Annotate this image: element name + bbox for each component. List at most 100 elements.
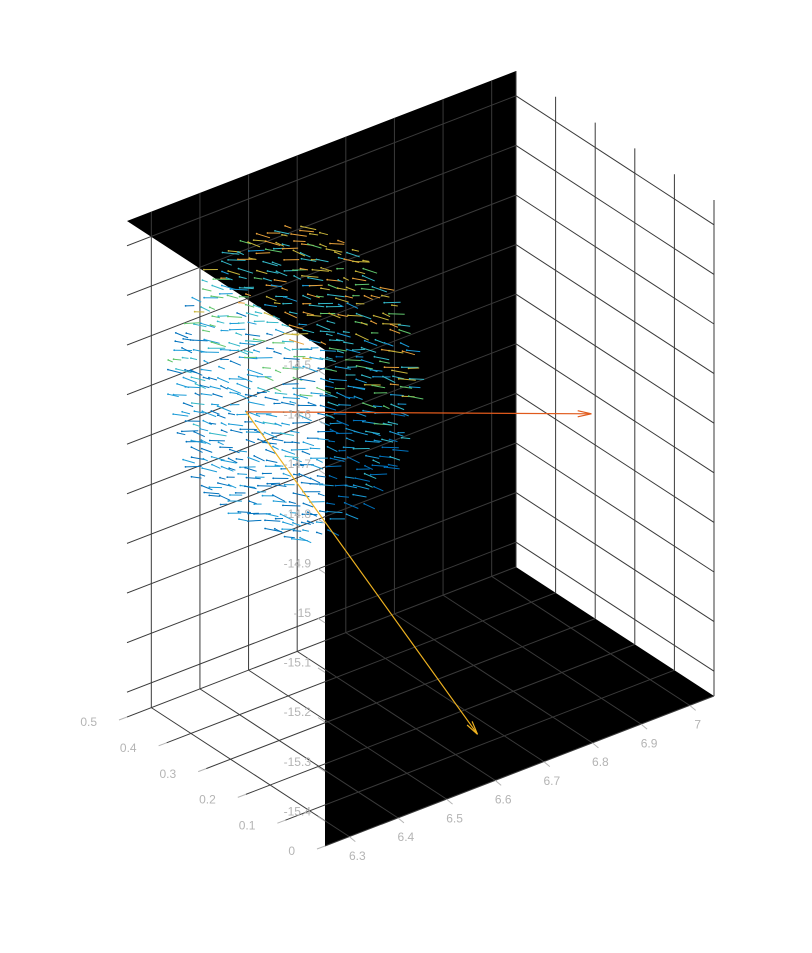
cloud-point bbox=[317, 412, 320, 415]
cloud-point bbox=[334, 365, 337, 368]
cloud-point bbox=[236, 382, 239, 385]
cloud-point bbox=[316, 323, 319, 326]
normal-vector bbox=[218, 441, 224, 446]
cloud-point bbox=[364, 464, 366, 467]
normal-vector bbox=[326, 465, 342, 468]
y-tick-label: 0 bbox=[288, 844, 295, 858]
normal-vector bbox=[370, 369, 383, 372]
cloud-point bbox=[264, 376, 267, 378]
normal-vector bbox=[209, 422, 217, 425]
cloud-point bbox=[292, 464, 295, 466]
cloud-point bbox=[244, 485, 246, 488]
normal-vector bbox=[345, 485, 357, 489]
cloud-point bbox=[326, 320, 329, 323]
cloud-point bbox=[262, 277, 265, 280]
cloud-point bbox=[281, 528, 284, 530]
cloud-point bbox=[306, 520, 309, 522]
normal-vector bbox=[336, 339, 344, 342]
normal-vector bbox=[284, 311, 298, 319]
cloud-point bbox=[326, 278, 329, 281]
cloud-point bbox=[220, 277, 223, 279]
normal-vector bbox=[230, 392, 238, 395]
cloud-point bbox=[262, 441, 264, 444]
normal-vector bbox=[361, 374, 372, 379]
normal-vector bbox=[310, 356, 324, 361]
normal-vector bbox=[311, 464, 324, 470]
cloud-point bbox=[300, 243, 303, 245]
normal-vector bbox=[391, 369, 408, 374]
cloud-point bbox=[328, 378, 331, 381]
cloud-point bbox=[237, 393, 239, 395]
cloud-point bbox=[292, 387, 295, 390]
cloud-point bbox=[266, 413, 268, 416]
cloud-point bbox=[167, 393, 169, 396]
cloud-point bbox=[237, 322, 240, 325]
cloud-point bbox=[254, 311, 257, 313]
cloud-point bbox=[310, 464, 313, 466]
cloud-point bbox=[262, 260, 265, 263]
cloud-point bbox=[389, 455, 392, 458]
normal-vector bbox=[238, 518, 248, 522]
normal-vector bbox=[364, 465, 374, 470]
normal-vector bbox=[388, 464, 398, 467]
cloud-point bbox=[309, 356, 312, 359]
cloud-point bbox=[228, 341, 231, 344]
cloud-point bbox=[228, 412, 230, 415]
cloud-point bbox=[209, 422, 211, 425]
normal-vector bbox=[193, 323, 207, 328]
normal-vector bbox=[263, 367, 271, 369]
normal-vector bbox=[329, 312, 341, 319]
cloud-point bbox=[337, 332, 339, 335]
normal-vector bbox=[329, 378, 347, 382]
cloud-point bbox=[253, 503, 256, 505]
normal-vector bbox=[307, 293, 320, 299]
cloud-point bbox=[308, 304, 311, 306]
cloud-point bbox=[293, 240, 295, 242]
normal-vector bbox=[190, 369, 203, 376]
normal-vector bbox=[248, 249, 265, 252]
principal-axis-arrow-2 bbox=[245, 411, 479, 735]
cloud-point bbox=[192, 423, 195, 426]
normal-vector bbox=[227, 294, 239, 299]
cloud-point bbox=[227, 500, 230, 502]
cloud-point bbox=[319, 510, 321, 512]
cloud-point bbox=[391, 413, 393, 415]
normal-vector bbox=[173, 413, 189, 417]
normal-vector bbox=[238, 376, 253, 383]
cloud-point bbox=[220, 385, 222, 387]
normal-vector bbox=[200, 428, 209, 432]
grid-line bbox=[126, 541, 517, 693]
y-tick-mark bbox=[198, 768, 207, 773]
cloud-point bbox=[354, 270, 357, 273]
x-tick-mark bbox=[543, 761, 551, 768]
normal-vector bbox=[320, 349, 336, 352]
cloud-point bbox=[263, 431, 266, 434]
normal-vector bbox=[329, 440, 336, 443]
cloud-point bbox=[274, 230, 276, 232]
normal-vector bbox=[272, 446, 279, 450]
cloud-point bbox=[247, 368, 250, 371]
normal-vector bbox=[373, 315, 389, 321]
x-tick-mark bbox=[640, 723, 648, 730]
cloud-point bbox=[239, 450, 241, 452]
normal-vector bbox=[283, 397, 301, 400]
cloud-point bbox=[254, 429, 256, 431]
x-tick-label: 6.6 bbox=[495, 793, 512, 807]
cloud-point bbox=[387, 421, 390, 423]
cloud-point bbox=[346, 456, 349, 458]
cloud-point bbox=[329, 422, 332, 425]
cloud-point bbox=[300, 481, 303, 484]
cloud-point bbox=[307, 276, 309, 279]
normal-vector bbox=[316, 459, 323, 463]
normal-vector bbox=[202, 329, 211, 333]
cloud-point bbox=[337, 239, 339, 242]
normal-vector bbox=[338, 495, 349, 498]
normal-vector bbox=[390, 456, 401, 461]
normal-vector bbox=[309, 304, 325, 308]
cloud-point bbox=[407, 367, 410, 370]
normal-vector bbox=[353, 494, 367, 498]
cloud-point bbox=[217, 377, 219, 379]
cloud-point bbox=[371, 384, 374, 387]
normal-vector bbox=[345, 359, 361, 361]
